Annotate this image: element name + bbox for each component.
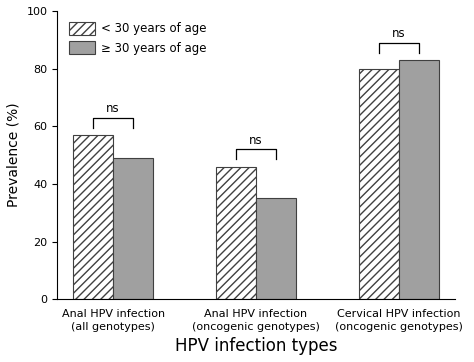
Text: ns: ns [106, 102, 120, 115]
Text: ns: ns [392, 28, 406, 41]
Text: ns: ns [249, 134, 263, 147]
Y-axis label: Prevalence (%): Prevalence (%) [7, 103, 21, 207]
Bar [359, 69, 399, 299]
Bar [113, 158, 153, 299]
Bar [399, 60, 438, 299]
Legend: < 30 years of age, ≥ 30 years of age: < 30 years of age, ≥ 30 years of age [67, 20, 209, 57]
X-axis label: HPV infection types: HPV infection types [175, 337, 337, 355]
Bar [256, 198, 296, 299]
Bar [73, 135, 113, 299]
Bar [216, 167, 256, 299]
